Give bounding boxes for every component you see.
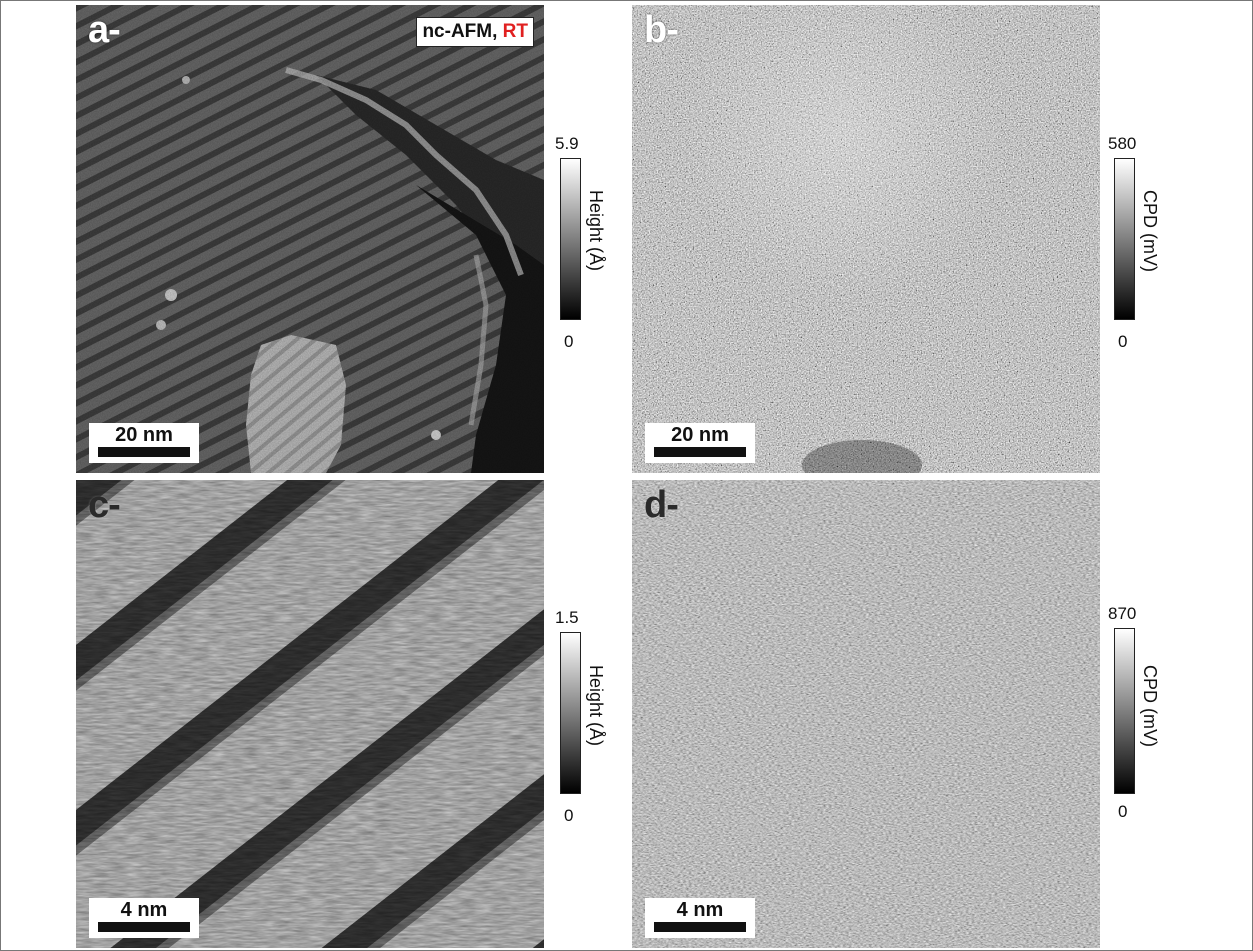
colorbar-a — [560, 158, 581, 320]
colorbar-c-max: 1.5 — [555, 608, 579, 627]
panel-d-kpfm-image — [632, 480, 1100, 948]
panel-d-label: d- — [644, 484, 679, 526]
colorbar-c-label: Height (Å) — [586, 665, 606, 747]
panel-c-scale-text: 4 nm — [120, 899, 168, 921]
panel-b-scalebar: 20 nm — [645, 423, 755, 463]
technique-badge: nc-AFM, RT — [416, 17, 534, 47]
colorbar-c — [560, 632, 581, 794]
panel-c-scale-bar-line — [98, 922, 190, 932]
colorbar-b-max: 580 — [1108, 134, 1137, 153]
colorbar-d-label: CPD (mV) — [1140, 665, 1160, 747]
panel-b-kpfm-image — [632, 5, 1100, 473]
panel-a-label: a- — [88, 9, 121, 51]
panel-b-scale-bar-line — [654, 447, 746, 457]
colorbar-b-min: 0 — [1118, 332, 1128, 351]
colorbar-a-label: Height (Å) — [586, 190, 606, 272]
panel-d-scale-text: 4 nm — [676, 899, 724, 921]
panel-d-cpd-image: d- 4 nm — [632, 480, 1100, 948]
panel-b-cpd-image: b- 20 nm — [632, 5, 1100, 473]
panel-d-scalebar: 4 nm — [645, 898, 755, 938]
panel-a-scalebar: 20 nm — [89, 423, 199, 463]
panel-a-scale-text: 20 nm — [115, 424, 173, 446]
panel-c-afm-image — [76, 480, 544, 948]
colorbar-d-min: 0 — [1118, 802, 1128, 821]
colorbar-d-max: 870 — [1108, 604, 1137, 623]
panel-c-height-image: c- 4 nm — [76, 480, 544, 948]
panel-a-height-image: a- nc-AFM, RT 20 nm — [76, 5, 544, 473]
panel-d-scale-bar-line — [654, 922, 746, 932]
panel-b-label: b- — [644, 9, 679, 51]
panel-a-afm-image — [76, 5, 544, 473]
colorbar-b — [1114, 158, 1135, 320]
room-temperature-text: RT — [502, 21, 528, 42]
panel-b-scale-text: 20 nm — [671, 424, 729, 446]
colorbar-a-max: 5.9 — [555, 134, 579, 153]
colorbar-c-min: 0 — [564, 806, 574, 825]
technique-text: nc-AFM, — [422, 21, 503, 42]
colorbar-a-min: 0 — [564, 332, 574, 351]
panel-a-scale-bar-line — [98, 447, 190, 457]
colorbar-d — [1114, 628, 1135, 794]
panel-c-scalebar: 4 nm — [89, 898, 199, 938]
colorbar-b-label: CPD (mV) — [1140, 190, 1160, 272]
panel-c-label: c- — [88, 484, 121, 526]
